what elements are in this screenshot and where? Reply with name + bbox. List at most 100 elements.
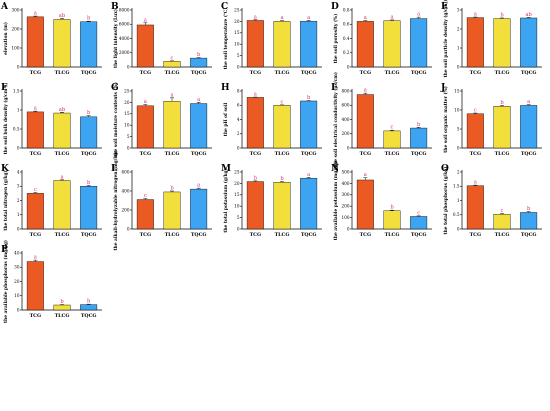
bar-tcg bbox=[356, 21, 374, 68]
bar-tlcg bbox=[163, 61, 181, 68]
y-tick-label: 0 bbox=[17, 64, 20, 69]
panel-letter: B bbox=[111, 2, 119, 12]
bar-tlcg bbox=[273, 21, 291, 68]
x-tick-label: TLCG bbox=[55, 313, 70, 319]
y-tick-label: 25 bbox=[234, 7, 240, 12]
y-axis-label: the pH of soil bbox=[224, 102, 229, 136]
x-tick-label: TQCG bbox=[301, 151, 317, 157]
bar-tqcg bbox=[190, 57, 208, 68]
significance-letter: a bbox=[364, 88, 367, 94]
significance-letter: b bbox=[307, 95, 311, 101]
bar-tcg bbox=[136, 199, 154, 230]
y-tick-label: 20 bbox=[124, 100, 130, 105]
y-tick-label: 0.4 bbox=[343, 36, 350, 41]
y-tick-label: 15 bbox=[124, 111, 130, 116]
y-tick-label: 400 bbox=[122, 188, 130, 193]
y-axis-label: the total nitrogen (g/kg) bbox=[4, 170, 9, 230]
y-tick-label: 20 bbox=[14, 279, 20, 284]
y-tick-label: 0.6 bbox=[343, 22, 350, 27]
panel-letter: F bbox=[1, 83, 8, 93]
x-tick-label: TLCG bbox=[55, 232, 70, 238]
bar-tcg bbox=[356, 94, 374, 149]
panel-letter: C bbox=[221, 2, 228, 12]
y-tick-label: 400 bbox=[342, 181, 350, 186]
y-tick-label: 0 bbox=[127, 145, 130, 150]
y-axis-label: the available phosphorus (mg/kg) bbox=[4, 240, 9, 323]
y-tick-label: 1.5 bbox=[13, 88, 20, 93]
y-tick-label: 40 bbox=[14, 250, 20, 255]
bar-tqcg bbox=[410, 18, 428, 68]
panel-letter: H bbox=[221, 83, 230, 93]
x-tick-label: TLCG bbox=[385, 151, 400, 157]
x-tick-label: TLCG bbox=[495, 232, 510, 238]
significance-letter: a bbox=[34, 11, 37, 17]
y-tick-label: 0.5 bbox=[453, 212, 460, 217]
x-tick-label: TCG bbox=[140, 232, 151, 238]
significance-letter: a bbox=[60, 174, 63, 180]
panel-letter: P bbox=[1, 245, 8, 255]
y-tick-label: 0 bbox=[237, 226, 240, 231]
bar-tcg bbox=[246, 97, 264, 149]
bar-tcg bbox=[136, 105, 154, 149]
y-tick-label: 0.5 bbox=[13, 126, 20, 131]
bar-tlcg bbox=[493, 106, 511, 149]
y-tick-label: 0 bbox=[457, 226, 460, 231]
y-tick-label: 0.8 bbox=[343, 7, 350, 12]
significance-letter: a bbox=[364, 172, 367, 178]
y-tick-label: 2 bbox=[237, 131, 240, 136]
bar-tcg bbox=[136, 24, 154, 68]
significance-letter: a bbox=[474, 12, 477, 18]
significance-letter: a bbox=[417, 12, 420, 18]
bar-tqcg bbox=[80, 116, 98, 149]
y-tick-label: 0 bbox=[17, 145, 20, 150]
y-tick-label: 800 bbox=[342, 88, 350, 93]
panel-letter: O bbox=[441, 164, 449, 174]
bar-tcg bbox=[26, 193, 44, 230]
x-tick-label: TQCG bbox=[411, 232, 427, 238]
y-tick-label: 10 bbox=[14, 293, 20, 298]
bar-tqcg bbox=[300, 177, 318, 230]
x-tick-label: TLCG bbox=[385, 232, 400, 238]
y-tick-label: 200 bbox=[122, 207, 130, 212]
x-tick-label: TCG bbox=[30, 232, 41, 238]
x-tick-label: TQCG bbox=[191, 232, 207, 238]
x-tick-label: TCG bbox=[360, 232, 371, 238]
bar-tlcg bbox=[273, 105, 291, 149]
bar-tlcg bbox=[383, 210, 401, 230]
panel-letter: N bbox=[331, 164, 339, 174]
y-axis-label: the soil temperature (℃) bbox=[223, 8, 229, 70]
x-tick-label: TLCG bbox=[495, 70, 510, 76]
significance-letter: c bbox=[281, 99, 284, 105]
y-tick-label: 15 bbox=[234, 30, 240, 35]
bar-tqcg bbox=[300, 20, 318, 68]
significance-letter: c bbox=[474, 108, 477, 114]
bar-tlcg bbox=[53, 180, 71, 230]
x-tick-label: TLCG bbox=[275, 70, 290, 76]
x-tick-label: TQCG bbox=[81, 151, 97, 157]
bar-tlcg bbox=[493, 18, 511, 68]
x-tick-label: TCG bbox=[30, 313, 41, 319]
x-tick-label: TQCG bbox=[521, 70, 537, 76]
x-tick-label: TLCG bbox=[165, 151, 180, 157]
x-tick-label: TLCG bbox=[385, 70, 400, 76]
x-tick-label: TQCG bbox=[81, 313, 97, 319]
bar-tqcg bbox=[520, 212, 538, 230]
y-axis-label: the light intensity (Lux) bbox=[114, 9, 119, 68]
bar-tcg bbox=[466, 185, 484, 230]
bar-tcg bbox=[466, 113, 484, 149]
significance-letter: b bbox=[170, 186, 174, 192]
x-tick-label: TCG bbox=[30, 70, 41, 76]
bar-tlcg bbox=[53, 112, 71, 149]
x-tick-label: TLCG bbox=[55, 151, 70, 157]
y-axis-label: the soil electrical conductivity (μs/cm) bbox=[334, 72, 339, 167]
bar-tlcg bbox=[53, 304, 71, 311]
